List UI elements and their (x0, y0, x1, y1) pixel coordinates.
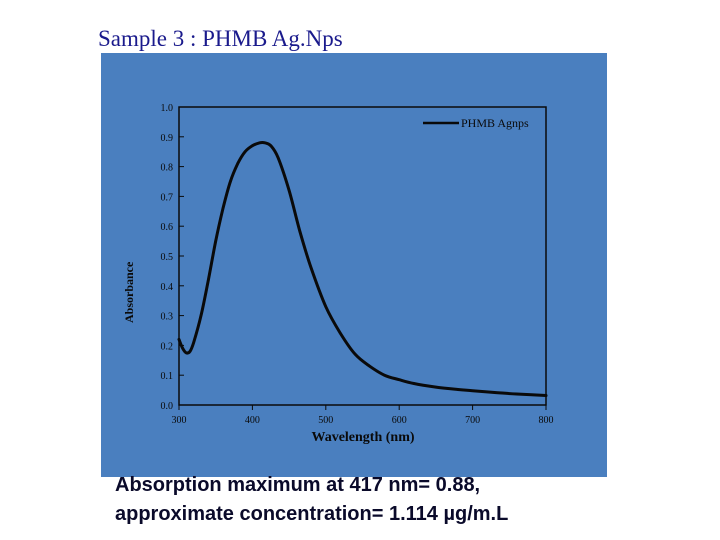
data-point (339, 332, 342, 335)
data-point (544, 394, 548, 397)
data-point (309, 266, 313, 270)
x-tick-label: 800 (539, 415, 554, 426)
data-point (188, 350, 192, 353)
data-point (251, 144, 254, 147)
data-point (471, 389, 474, 392)
data-point (398, 378, 401, 381)
data-point (368, 365, 371, 368)
data-point (263, 141, 267, 144)
caption-line-1: Absorption maximum at 417 nm= 0.88, (115, 474, 481, 496)
y-tick-label: 0.2 (161, 341, 174, 352)
x-tick-label: 700 (465, 415, 480, 426)
data-point (383, 374, 386, 377)
y-tick-label: 1.0 (161, 103, 174, 114)
data-point (207, 278, 210, 281)
data-point (324, 305, 327, 308)
data-point (181, 347, 184, 350)
data-point (456, 388, 460, 391)
x-tick-label: 300 (172, 415, 187, 426)
x-tick-label: 400 (245, 415, 260, 426)
data-point (221, 207, 225, 210)
data-point (412, 382, 416, 385)
data-point (515, 392, 518, 396)
data-point (493, 391, 496, 394)
chart-figure: 0.0 0.1 0.2 0.3 0.4 0.5 0.6 0.7 0.8 0.9 1.0 300 400… (101, 53, 607, 477)
data-point (276, 156, 280, 159)
y-axis-ticks: 0.0 0.1 0.2 0.3 0.4 0.5 0.6 0.7 0.8 0.9 1.0 (161, 103, 184, 412)
chart-legend: PHMB Agnps (423, 116, 529, 130)
data-point (258, 141, 261, 144)
y-tick-label: 0.9 (161, 133, 174, 144)
caption-line-2: approximate concentration= 1.114 µg/m.L (115, 503, 509, 525)
absorbance-chart: 0.0 0.1 0.2 0.3 0.4 0.5 0.6 0.7 0.8 0.9 1.0 300 400… (101, 53, 607, 477)
y-tick-label: 0.3 (161, 312, 174, 323)
y-tick-label: 0.1 (161, 371, 174, 382)
series-points (177, 141, 548, 397)
data-point (177, 338, 181, 341)
x-tick-label: 500 (318, 415, 333, 426)
y-tick-label: 0.4 (161, 282, 174, 293)
data-point (243, 150, 247, 153)
x-axis-ticks: 300 400 500 600 700 800 (172, 405, 554, 426)
x-axis-label: Wavelength (nm) (311, 430, 414, 445)
data-point (287, 189, 291, 192)
data-point (269, 144, 272, 147)
data-point (185, 351, 188, 355)
x-tick-label: 600 (392, 415, 407, 426)
chart-panel-background (101, 53, 607, 477)
y-tick-label: 0.8 (161, 163, 174, 174)
slide-title: Sample 3 : PHMB Ag.Nps (98, 26, 343, 51)
legend-series-label: PHMB Agnps (461, 116, 529, 130)
data-point (192, 341, 195, 344)
data-point (434, 385, 438, 389)
data-point (236, 162, 239, 165)
y-tick-label: 0.5 (161, 252, 174, 263)
data-point (229, 180, 232, 183)
y-axis-label: Absorbance (122, 261, 136, 323)
caption: Absorption maximum at 417 nm= 0.88, appr… (115, 471, 508, 529)
data-point (298, 231, 302, 234)
data-point (199, 314, 203, 317)
data-point (354, 353, 357, 356)
data-point (214, 239, 217, 243)
y-tick-label: 0.7 (161, 192, 174, 203)
y-tick-label: 0.6 (161, 222, 174, 233)
y-tick-label: 0.0 (161, 401, 174, 412)
